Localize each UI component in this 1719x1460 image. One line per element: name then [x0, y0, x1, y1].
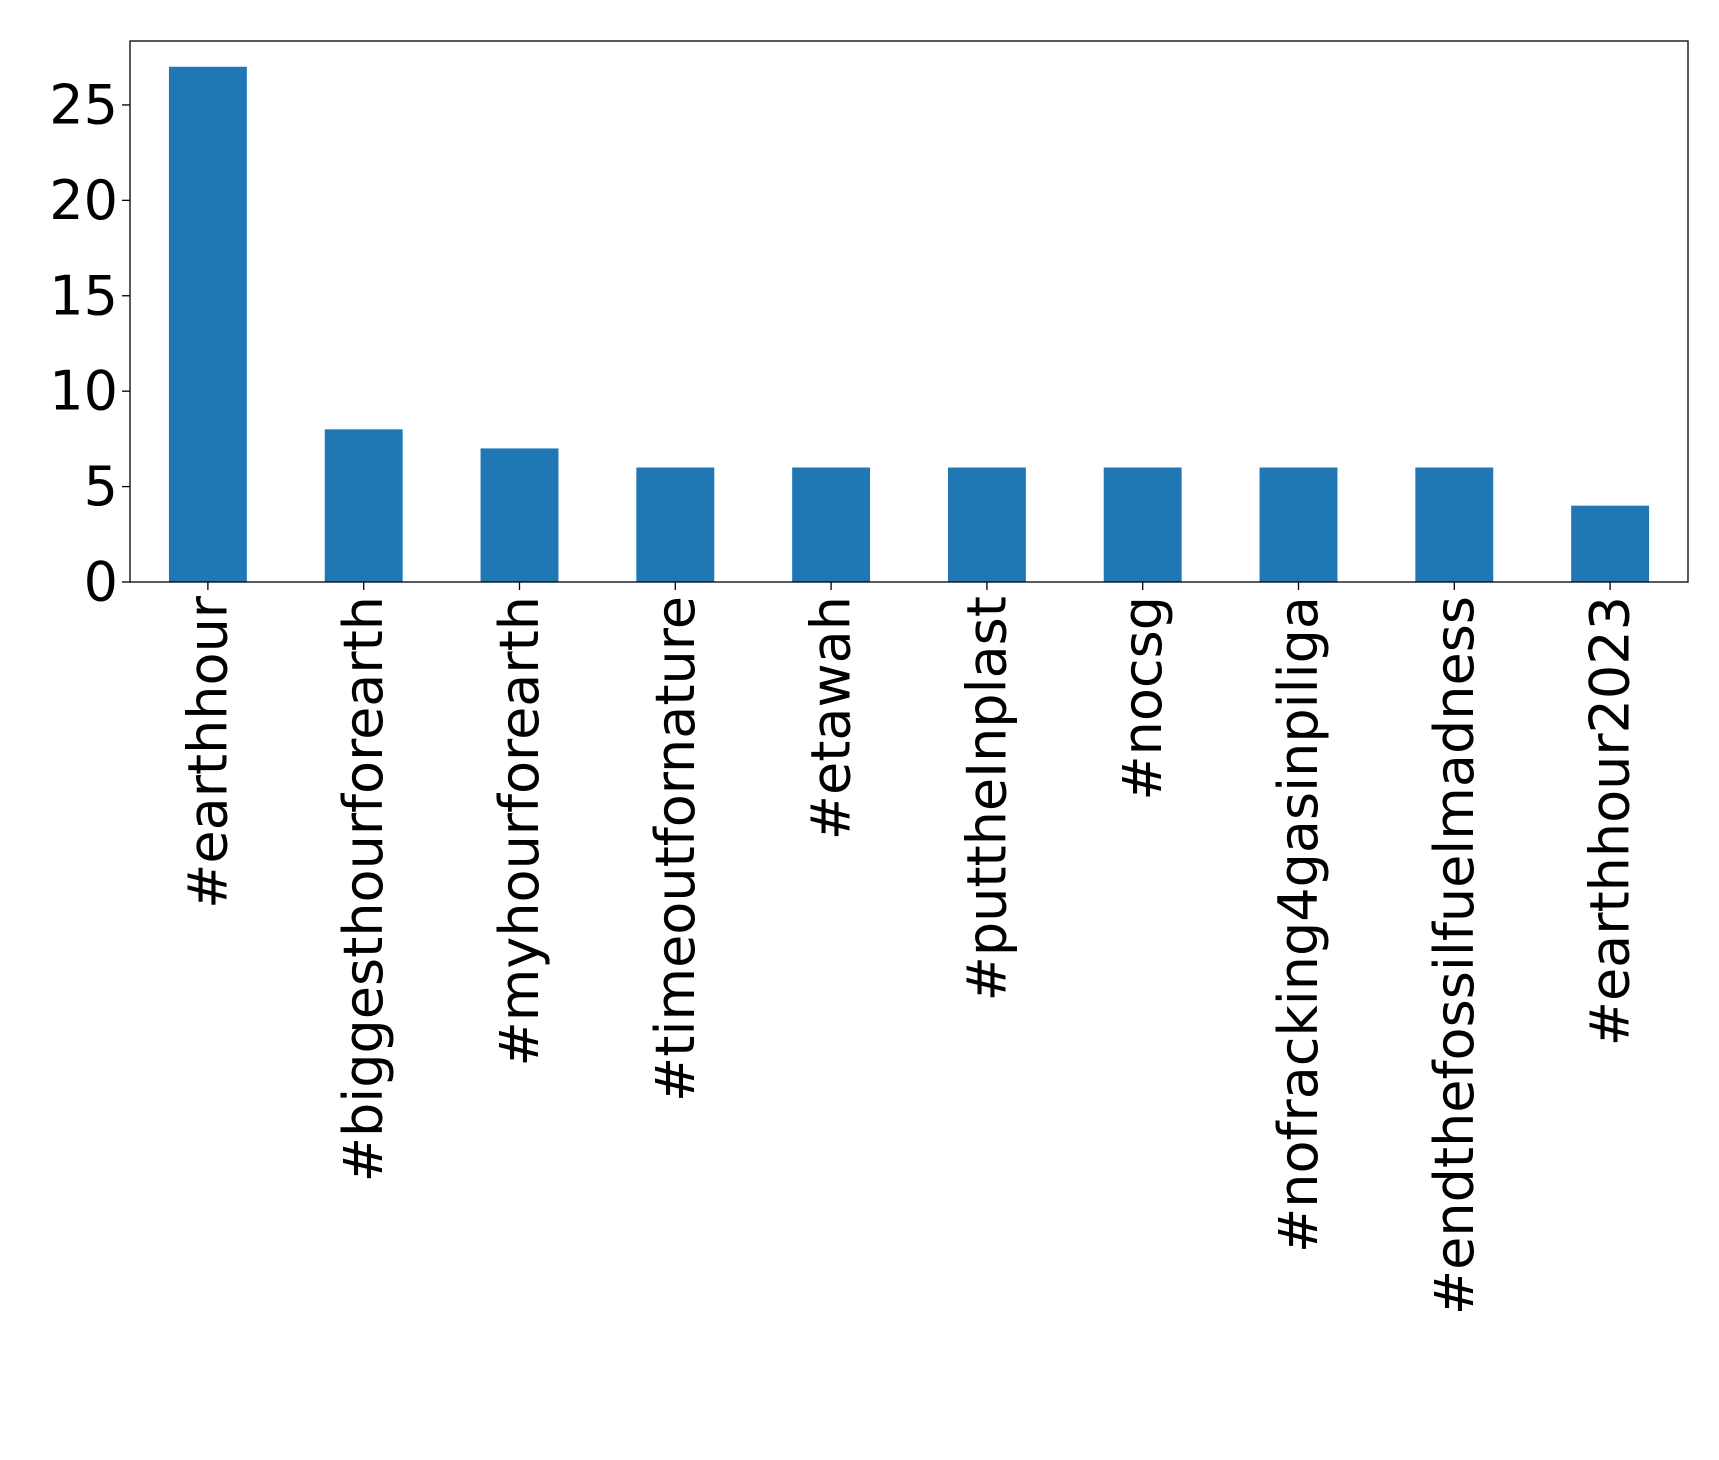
- bar-9: [1571, 505, 1650, 582]
- x-tick-label: #etawah: [800, 596, 863, 840]
- y-tick-label: 0: [84, 551, 118, 614]
- x-tick-label: #myhourforearth: [488, 596, 551, 1066]
- x-tick-label: #nocsg: [1111, 596, 1174, 801]
- bar-7: [1259, 467, 1338, 582]
- bar-0: [168, 66, 247, 582]
- x-tick-label: #timeoutfornature: [644, 596, 707, 1102]
- y-tick-label: 15: [49, 264, 118, 327]
- x-tick-label: #earthhour: [176, 595, 239, 909]
- bar-5: [947, 467, 1026, 582]
- bar-2: [480, 448, 559, 582]
- x-axis: #earthhour #biggesthourforearth #myhourfor…: [176, 582, 1642, 1315]
- x-tick-label: #endthefossilfuelmadness: [1423, 596, 1486, 1315]
- x-tick-label: #biggesthourforearth: [332, 596, 395, 1182]
- y-tick-label: 20: [49, 169, 118, 232]
- bar-1: [324, 429, 403, 582]
- bar-3: [636, 467, 715, 582]
- bars-group: [168, 66, 1650, 582]
- x-tick-label: #nofracking4gasinpiliga: [1267, 596, 1330, 1253]
- plot-frame: [129, 40, 1689, 583]
- y-tick-label: 5: [84, 455, 118, 518]
- bar-4: [792, 467, 871, 582]
- y-tick-label: 25: [49, 73, 118, 136]
- x-tick-label: #earthhour2023: [1579, 596, 1642, 1046]
- y-axis: 0 5 10 15 20 25: [49, 73, 130, 614]
- bar-8: [1415, 467, 1494, 582]
- y-tick-label: 10: [49, 360, 118, 423]
- bar-6: [1103, 467, 1182, 582]
- x-tick-label: #puttheInplast: [955, 596, 1018, 1001]
